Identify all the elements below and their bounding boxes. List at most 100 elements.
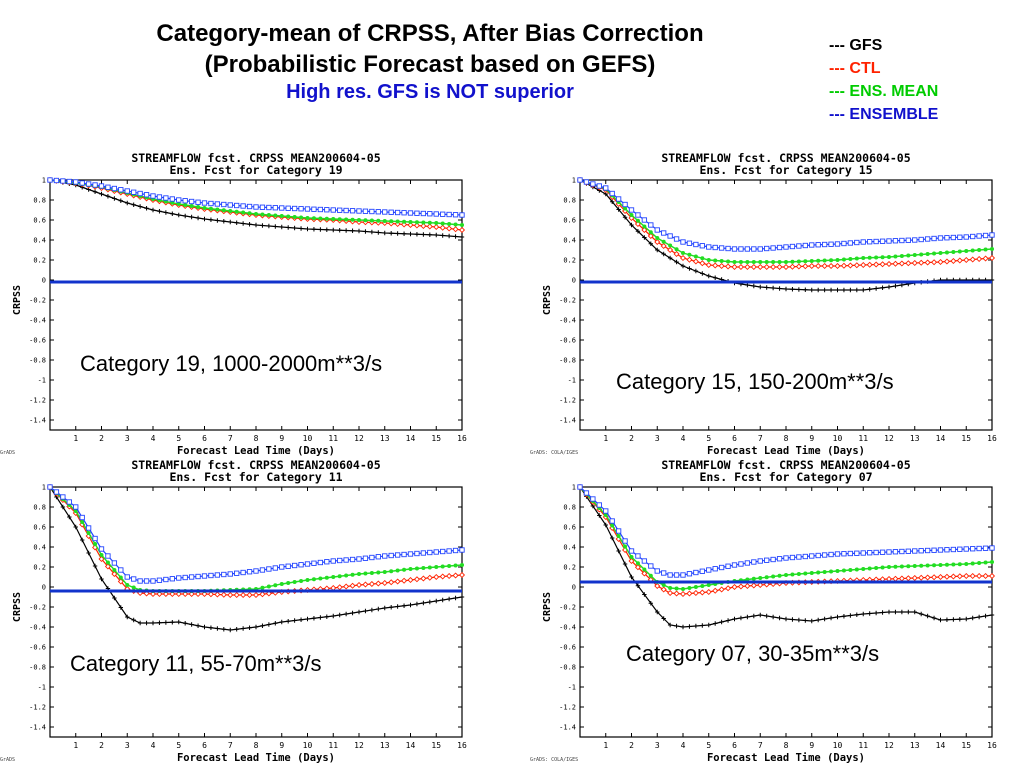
data-point-ensemble [789,554,796,561]
data-point-gfs [318,615,323,620]
data-point-ensemble [208,200,214,207]
data-point-ensemble [311,560,317,566]
data-point-ctl [750,263,757,271]
data-point-ctl [976,572,983,580]
data-point-ensemble [957,234,963,240]
series-legend: --- GFS --- CTL --- ENS. MEAN --- ENSEMB… [829,34,938,126]
data-point-ensemble [641,558,648,564]
data-point-ens-mean [861,256,866,260]
chart-subtitle: Ens. Fcst for Category 11 [169,470,342,484]
data-point-ensemble [214,572,221,578]
data-point-ens-mean [919,563,924,568]
data-point-gfs [79,537,85,543]
data-point-ensemble [375,554,381,560]
data-point-ens-mean [829,569,834,574]
data-point-ensemble [989,232,995,238]
data-point-ens-mean [202,206,207,210]
data-point-gfs [343,228,349,233]
data-point-ensemble [873,238,879,245]
y-tick-label: -1 [568,377,576,385]
data-point-ctl [240,591,247,599]
data-point-ensemble [731,562,738,568]
x-tick-label: 8 [784,434,789,443]
data-point-gfs [770,614,776,620]
x-tick-label: 12 [884,741,894,750]
data-point-ctl [956,573,963,580]
data-point-ensemble [324,559,330,565]
data-point-ensemble [725,245,731,252]
x-tick-label: 11 [328,434,338,443]
data-point-ctl [789,263,796,270]
data-point-ens-mean [170,200,175,205]
data-point-ens-mean [835,569,840,573]
data-point-ctl [976,255,983,263]
data-point-ensemble [654,227,660,233]
data-point-gfs [125,200,130,206]
data-point-ensemble [731,246,738,252]
data-point-ctl [911,574,918,582]
data-point-gfs [247,222,252,227]
data-point-ensemble [982,545,989,551]
data-point-ctl [156,590,163,598]
data-point-ensemble [362,555,369,561]
data-point-gfs [822,616,827,622]
data-point-ctl [679,590,687,598]
x-tick-label: 3 [125,741,130,750]
data-point-ensemble [596,502,602,508]
data-point-gfs [73,524,78,530]
data-point-ensemble [73,179,79,185]
data-point-ens-mean [260,212,265,217]
data-point-gfs [215,626,220,631]
data-point-ensemble [195,199,201,205]
data-point-gfs [828,287,834,293]
chart-caption-category-19: Category 19, 1000-2000m**3/s [78,351,385,377]
data-point-gfs [725,618,731,623]
data-point-ens-mean [292,580,297,584]
data-point-ens-mean [932,563,937,568]
data-point-ctl [943,573,950,580]
x-tick-label: 8 [784,741,789,750]
data-point-ensemble [718,564,725,571]
chart-subtitle: Ens. Fcst for Category 07 [699,470,872,484]
data-point-ensemble [924,547,931,554]
chart-panel-category-11: STREAMFLOW fcst. CRPSS MEAN200604-05 Ens.… [0,455,490,765]
data-point-gfs [828,615,834,621]
data-point-gfs [195,215,201,221]
y-tick-label: 0.8 [33,197,46,205]
data-point-ensemble [963,234,969,240]
data-point-ensemble [60,178,66,184]
data-point-ctl [452,572,459,579]
x-axis-label: Forecast Lead Time (Days) [177,445,335,457]
data-point-ensemble [279,205,285,211]
data-point-ensemble [452,212,459,218]
data-point-ensemble [828,241,834,247]
x-tick-label: 10 [833,741,843,750]
data-point-ensemble [388,209,394,215]
data-point-ctl [388,579,395,586]
data-point-gfs [182,621,188,626]
data-point-ens-mean [414,566,419,571]
data-point-ensemble [85,181,92,187]
data-point-ensemble [47,484,53,490]
chart-caption-category-15: Category 15, 150-200m**3/s [614,369,896,395]
data-point-ensemble [285,205,291,211]
data-point-ensemble [815,552,821,559]
data-point-ensemble [603,508,609,514]
data-point-gfs [376,230,381,235]
data-point-ens-mean [363,218,368,223]
data-point-ens-mean [899,254,904,258]
data-point-gfs [311,616,317,621]
data-point-gfs [266,622,272,627]
data-point-gfs [311,227,317,232]
data-point-ctl [362,581,369,588]
data-point-ensemble [337,207,343,213]
data-point-ens-mean [977,248,982,252]
data-point-gfs [790,287,795,292]
data-point-ctl [757,581,764,589]
data-point-ctl [866,261,873,268]
y-tick-label: 0.8 [563,504,576,512]
data-point-ensemble [118,187,124,193]
data-point-gfs [867,287,872,292]
data-point-ctl [763,263,770,271]
data-point-ens-mean [440,221,445,226]
